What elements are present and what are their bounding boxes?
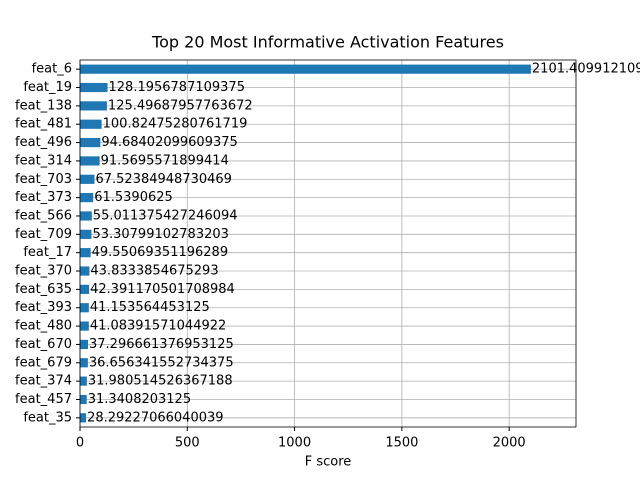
value-label: 67.52384948730469	[95, 172, 231, 187]
value-label: 41.08391571044922	[90, 319, 226, 334]
y-tick-label: feat_370	[15, 264, 72, 279]
value-label: 55.011375427246094	[93, 208, 238, 223]
value-label: 31.980514526367188	[88, 374, 233, 389]
y-tick-label: feat_703	[15, 172, 72, 187]
bar	[80, 82, 108, 93]
value-label: 42.391170501708984	[90, 282, 235, 297]
value-label: 41.153564453125	[90, 300, 210, 315]
plot-frame	[79, 59, 577, 428]
bar	[80, 119, 102, 129]
bar	[80, 339, 89, 350]
x-tick-label: 1000	[278, 436, 311, 451]
y-tick-label: feat_481	[15, 117, 72, 132]
value-label: 31.3408203125	[88, 392, 191, 407]
bar	[80, 376, 87, 386]
bar	[80, 266, 90, 276]
value-label: 49.55069351196289	[92, 245, 228, 260]
value-label: 53.30799102783203	[92, 227, 228, 242]
bar	[80, 64, 531, 74]
bar	[80, 394, 87, 405]
value-label: 36.656341552734375	[89, 355, 234, 370]
value-label: 100.82475280761719	[103, 117, 248, 132]
bar	[80, 229, 92, 239]
bar	[80, 321, 89, 331]
bar	[80, 101, 107, 111]
value-label: 28.29227066040039	[87, 410, 223, 425]
bar	[80, 413, 87, 423]
y-tick-label: feat_480	[15, 319, 72, 334]
y-tick-label: feat_496	[15, 135, 72, 150]
bar	[80, 137, 101, 148]
y-tick-label: feat_314	[15, 153, 72, 168]
x-tick-label: 500	[175, 436, 200, 451]
y-tick-label: feat_393	[15, 300, 72, 315]
bar	[80, 211, 92, 221]
x-tick-label: 0	[76, 436, 84, 451]
bar	[80, 174, 95, 184]
y-tick-label: feat_374	[15, 374, 72, 389]
x-axis-label: F score	[305, 455, 352, 470]
x-tick-label: 1500	[385, 436, 418, 451]
bar	[80, 303, 89, 313]
bar	[80, 248, 91, 258]
value-label: 43.8333854675293	[90, 264, 218, 279]
y-tick-label: feat_17	[23, 245, 72, 260]
y-tick-label: feat_566	[15, 208, 72, 223]
chart-title: Top 20 Most Informative Activation Featu…	[151, 33, 504, 52]
bar	[80, 193, 94, 203]
y-tick-label: feat_35	[23, 410, 72, 425]
bar	[80, 358, 88, 368]
y-tick-label: feat_6	[32, 62, 72, 77]
y-tick-label: feat_138	[15, 98, 72, 113]
value-label: 61.5390625	[94, 190, 173, 205]
y-tick-label: feat_709	[15, 227, 72, 242]
y-tick-label: feat_373	[15, 190, 72, 205]
y-tick-label: feat_457	[15, 392, 72, 407]
bar	[80, 156, 100, 166]
bar	[80, 284, 90, 294]
y-tick-label: feat_670	[15, 337, 72, 352]
value-label: 37.296661376953125	[89, 337, 234, 352]
x-tick-label: 2000	[493, 436, 526, 451]
y-axis-label: Features	[0, 215, 4, 271]
y-tick-label: feat_635	[15, 282, 72, 297]
value-label: 91.5695571899414	[101, 153, 229, 168]
y-tick-label: feat_679	[15, 355, 72, 370]
value-label: 125.49687957763672	[108, 98, 253, 113]
y-tick-label: feat_19	[23, 80, 72, 95]
value-label: 128.1956787109375	[109, 80, 245, 95]
value-label: 2101.409912109375	[532, 62, 640, 77]
value-label: 94.68402099609375	[101, 135, 237, 150]
